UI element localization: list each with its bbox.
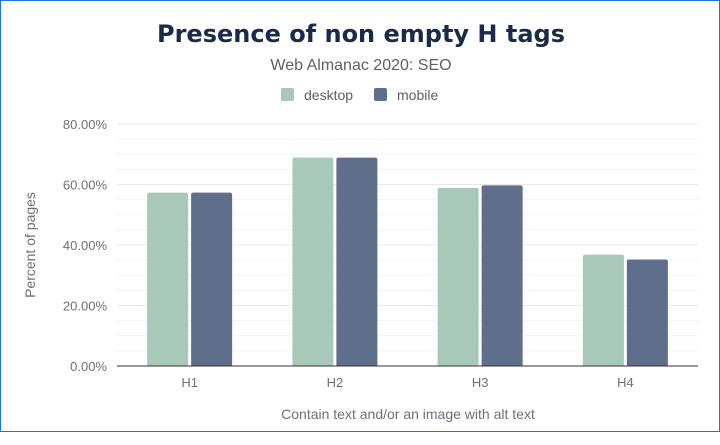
bar-desktop-h2[interactable] — [292, 157, 334, 366]
y-tick-label: 40.00% — [63, 238, 108, 253]
bar-desktop-h1[interactable] — [147, 192, 189, 366]
y-axis-label: Percent of pages — [22, 192, 38, 298]
legend-swatch-desktop[interactable] — [281, 88, 294, 101]
x-axis-label: Contain text and/or an image with alt te… — [281, 406, 535, 422]
y-tick-label: 60.00% — [63, 178, 108, 193]
x-axis-ticks: H1 H2 H3 H4 — [181, 375, 633, 390]
legend-label-mobile[interactable]: mobile — [397, 87, 438, 103]
bar-desktop-h4[interactable] — [582, 254, 624, 366]
legend-label-desktop[interactable]: desktop — [304, 87, 353, 103]
legend[interactable]: desktop mobile — [281, 87, 438, 103]
bar-mobile-h1[interactable] — [191, 192, 233, 366]
chart-title: Presence of non empty H tags — [157, 20, 565, 48]
x-tick-label: H2 — [327, 375, 344, 390]
y-tick-label: 20.00% — [63, 299, 108, 314]
y-tick-label: 80.00% — [63, 117, 108, 132]
legend-swatch-mobile[interactable] — [374, 88, 387, 101]
x-tick-label: H1 — [181, 375, 198, 390]
y-axis-ticks: 0.00% 20.00% 40.00% 60.00% 80.00% — [63, 117, 108, 374]
y-tick-label: 0.00% — [70, 359, 107, 374]
bar-mobile-h2[interactable] — [336, 157, 378, 366]
x-tick-label: H3 — [472, 375, 489, 390]
chart-frame: Presence of non empty H tags Web Almanac… — [0, 0, 720, 432]
x-tick-label: H4 — [617, 375, 634, 390]
bars — [147, 157, 668, 366]
chart-subtitle: Web Almanac 2020: SEO — [270, 57, 451, 74]
bar-mobile-h3[interactable] — [481, 185, 523, 366]
bar-desktop-h3[interactable] — [437, 187, 479, 366]
bar-mobile-h4[interactable] — [626, 259, 668, 366]
